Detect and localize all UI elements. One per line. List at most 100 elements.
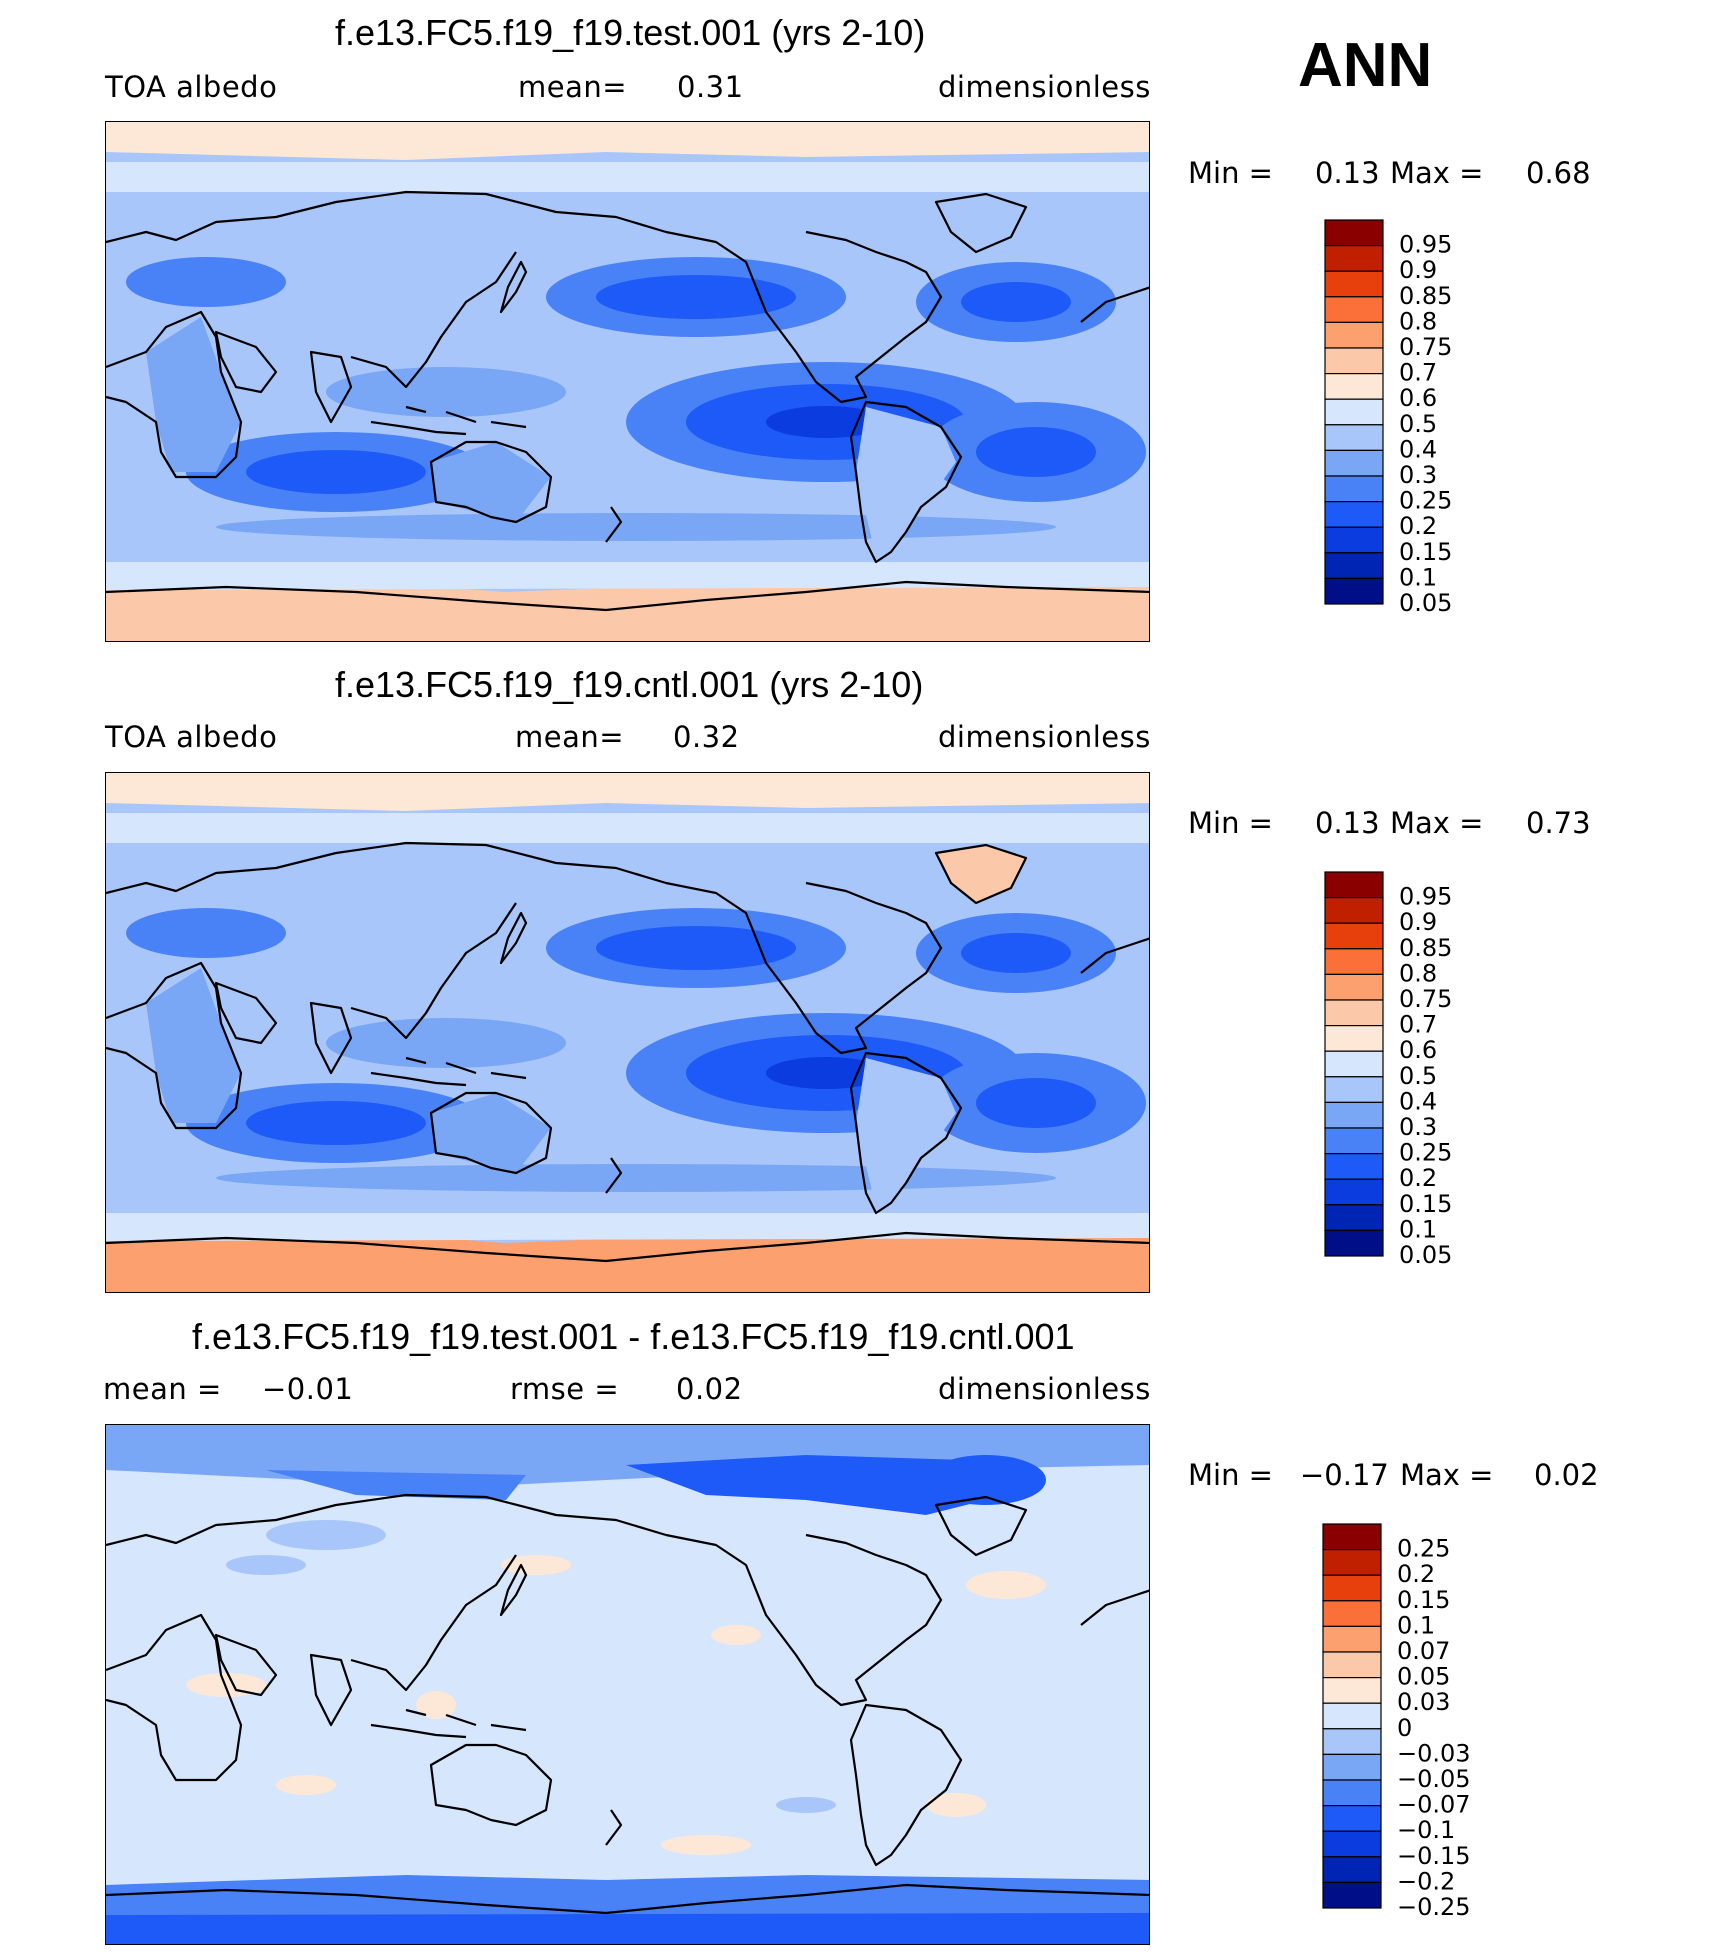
colorbar-label: 0.6 (1399, 1036, 1437, 1064)
colorbar-box (1322, 1805, 1382, 1832)
panel1-min-value: 0.13 (1315, 156, 1380, 190)
colorbar-label: 0.03 (1397, 1688, 1450, 1716)
coastlines (106, 1493, 1149, 1915)
colorbar-box (1322, 1523, 1382, 1551)
panel1-mean-value: 0.31 (677, 70, 744, 104)
colorbar-box (1324, 526, 1384, 554)
coastline (849, 1051, 963, 1215)
colorbar-box (1324, 398, 1384, 426)
colorbar-box (1324, 1153, 1384, 1180)
colorbar-label: −0.03 (1397, 1739, 1471, 1767)
coastline (106, 190, 667, 244)
colorbar-label: 0.5 (1399, 1062, 1437, 1090)
panel3-mean-label: mean = (103, 1372, 222, 1406)
coastline (309, 1653, 353, 1727)
coastline (106, 841, 667, 895)
colorbar-label: −0.15 (1397, 1842, 1471, 1870)
contour-region (106, 122, 1149, 160)
panel2-field-label: TOA albedo (105, 720, 278, 754)
colorbar-box (1324, 897, 1384, 924)
colorbar-label: 0.15 (1399, 538, 1452, 566)
panel3-colorbar: 0.25 0.2 0.15 0.1 0.07 0.05 0.03 0 −0.03 −0.05 −0.… (1318, 1523, 1478, 1939)
contour-region (326, 367, 566, 417)
colorbar-box (1322, 1651, 1382, 1679)
coastline (106, 1613, 243, 1782)
coastline (370, 1056, 527, 1087)
panel3-min-label: Min = (1188, 1458, 1273, 1492)
panel1-min-label: Min = (1188, 156, 1273, 190)
contour-region (431, 442, 551, 522)
colorbar-label: 0.9 (1399, 256, 1437, 284)
colorbar-box (1324, 1076, 1384, 1104)
panel1-max-label: Max = (1390, 156, 1484, 190)
colorbar-box (1324, 1127, 1384, 1155)
contour-region (106, 813, 1149, 843)
colorbar-box (1324, 948, 1384, 976)
coastline (499, 1563, 528, 1617)
contour-region (776, 1797, 836, 1813)
colorbar-label: 0.3 (1399, 461, 1437, 489)
colorbar-box (1324, 475, 1384, 503)
colorbar-label: 0.1 (1397, 1611, 1435, 1639)
coastline (1080, 1589, 1149, 1626)
contour-region (856, 407, 956, 557)
contour-region (106, 162, 1149, 192)
coastlines (106, 190, 1149, 612)
colorbar-box (1324, 922, 1384, 950)
colorbar-box (1324, 321, 1384, 349)
contour-region (711, 1625, 761, 1645)
contour-region (266, 1520, 386, 1550)
coastline (309, 350, 353, 424)
panel2-units: dimensionless (938, 720, 1151, 754)
colorbar-label: 0.7 (1399, 1011, 1437, 1039)
contour-region (106, 1913, 1149, 1944)
colorbar-box (1324, 999, 1384, 1027)
colorbar-label: 0.2 (1399, 512, 1437, 540)
colorbar-label: −0.05 (1397, 1765, 1471, 1793)
coastline (429, 1743, 553, 1827)
colorbar-box (1322, 1677, 1382, 1704)
coastline (214, 330, 278, 394)
colorbar-box (1324, 871, 1384, 899)
colorbar-box (1322, 1625, 1382, 1653)
coastline (106, 580, 1149, 612)
coastline (370, 1708, 527, 1739)
coastline (429, 1091, 553, 1175)
colorbar-label: 0.05 (1397, 1663, 1450, 1691)
coastline (605, 1157, 623, 1194)
panel2-min-label: Min = (1188, 806, 1273, 840)
colorbar-label: 0.2 (1397, 1560, 1435, 1588)
colorbar-label: −0.2 (1397, 1867, 1455, 1895)
colorbar-box (1322, 1881, 1382, 1909)
contour-region (216, 513, 1056, 541)
colorbar-box (1324, 1101, 1384, 1129)
colorbar-box (1322, 1574, 1382, 1602)
colorbar-label: 0.95 (1399, 883, 1452, 911)
colorbar-label: 0.4 (1399, 435, 1437, 463)
panel1-map (105, 121, 1150, 642)
panel3-map (105, 1424, 1150, 1945)
contour-region (126, 257, 286, 307)
coastline (106, 961, 243, 1130)
panel2-max-label: Max = (1390, 806, 1484, 840)
contour-region (926, 1455, 1046, 1505)
colorbar-box (1324, 449, 1384, 477)
contour-region (106, 773, 1149, 811)
colorbar-label: 0.75 (1399, 985, 1452, 1013)
panel1-units: dimensionless (938, 70, 1151, 104)
colorbar-box (1324, 1204, 1384, 1231)
contour-region (246, 1101, 426, 1145)
colorbar-box (1322, 1600, 1382, 1628)
contour-region (661, 1835, 751, 1855)
coastline (849, 1703, 963, 1867)
colorbar-box (1324, 245, 1384, 272)
panel2-colorbar: 0.95 0.9 0.85 0.8 0.75 0.7 0.6 0.5 0.4 0.3 0.25 0.2… (1324, 871, 1475, 1287)
panel2-min-value: 0.13 (1315, 806, 1380, 840)
panel2-title: f.e13.FC5.f19_f19.cntl.001 (yrs 2-10) (335, 664, 924, 705)
colorbar-box (1324, 552, 1384, 579)
colorbar-box (1324, 1050, 1384, 1078)
colorbar-label: 0.4 (1399, 1087, 1437, 1115)
coastline (429, 440, 553, 524)
panel1-title: f.e13.FC5.f19_f19.test.001 (yrs 2-10) (335, 12, 926, 53)
colorbar-label: −0.07 (1397, 1791, 1471, 1819)
